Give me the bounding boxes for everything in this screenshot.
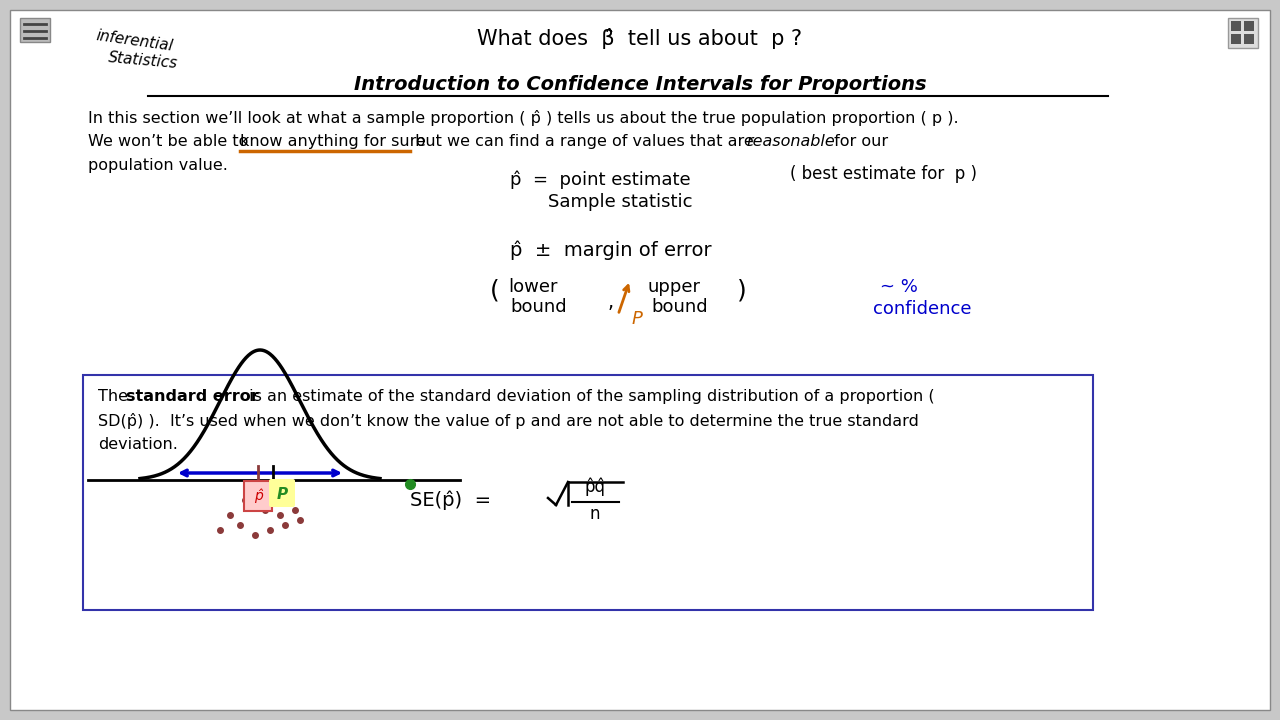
Text: What does  β̂  tell us about  p ?: What does β̂ tell us about p ? [477,28,803,49]
Text: Introduction to Confidence Intervals for Proportions: Introduction to Confidence Intervals for… [353,75,927,94]
Text: bound: bound [509,298,567,316]
Text: ): ) [737,278,746,302]
Text: inferential: inferential [95,28,174,54]
Text: ,: , [608,293,614,312]
Text: upper: upper [648,278,701,296]
Text: We won’t be able to: We won’t be able to [88,134,253,149]
Text: is an estimate of the standard deviation of the sampling distribution of a propo: is an estimate of the standard deviation… [244,389,934,404]
Text: n: n [590,505,600,523]
Bar [1228,18,1258,48]
Text: deviation.: deviation. [99,437,178,452]
Text: but we can find a range of values that are: but we can find a range of values that a… [410,134,759,149]
Bar [20,18,50,42]
Text: p̂q̂: p̂q̂ [585,477,605,496]
Text: confidence: confidence [873,300,972,318]
Text: p̂  =  point estimate: p̂ = point estimate [509,170,691,189]
Bar [83,375,1093,610]
Text: (: ( [490,278,499,302]
Text: SE(p̂)  =: SE(p̂) = [410,490,492,510]
Text: P: P [276,487,288,502]
Text: Sample statistic: Sample statistic [548,193,692,211]
Text: ( best estimate for  p ): ( best estimate for p ) [790,165,977,183]
Text: In this section we’ll look at what a sample proportion ( p̂ ) tells us about the: In this section we’ll look at what a sam… [88,110,959,126]
Text: p̂: p̂ [253,489,262,503]
Text: P: P [632,310,643,328]
Bar [1231,21,1242,31]
Text: ~ %: ~ % [879,278,918,296]
FancyBboxPatch shape [269,479,294,507]
Text: Statistics: Statistics [108,50,179,71]
Bar [244,481,273,511]
Text: The: The [99,389,133,404]
Text: SD(p̂) ).  It’s used when we don’t know the value of p and are not able to deter: SD(p̂) ). It’s used when we don’t know t… [99,413,919,429]
Text: standard error: standard error [125,389,259,404]
Text: know anything for sure: know anything for sure [241,134,426,149]
Text: lower: lower [508,278,558,296]
Text: reasonable: reasonable [746,134,835,149]
Bar [1244,34,1254,44]
Text: population value.: population value. [88,158,228,173]
Text: for our: for our [829,134,888,149]
Text: bound: bound [652,298,708,316]
Bar [1231,34,1242,44]
Text: p̂  ±  margin of error: p̂ ± margin of error [509,240,712,259]
Bar [1244,21,1254,31]
